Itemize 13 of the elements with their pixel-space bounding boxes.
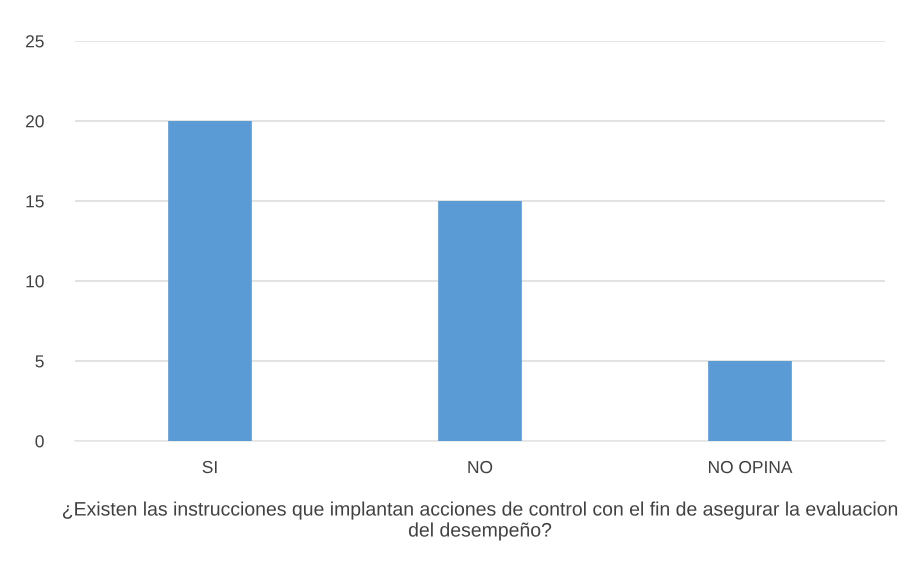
bar [708, 361, 792, 441]
x-axis-title: ¿Existen las instrucciones que implantan acciones de control con el fin de asegurar la evaluacion del desempeño? [62, 501, 898, 541]
x-tick-label: SI [202, 460, 217, 474]
y-tick-label: 0 [35, 435, 44, 448]
y-tick-label: 5 [35, 355, 44, 368]
y-tick-label: 15 [26, 195, 44, 208]
bar [168, 121, 252, 441]
y-tick-label: 10 [26, 275, 44, 288]
x-tick-label: NO OPINA [708, 460, 792, 474]
y-tick-label: 25 [26, 35, 44, 48]
bar [438, 201, 522, 441]
x-tick-label: NO [468, 460, 492, 474]
y-tick-label: 20 [26, 115, 44, 128]
